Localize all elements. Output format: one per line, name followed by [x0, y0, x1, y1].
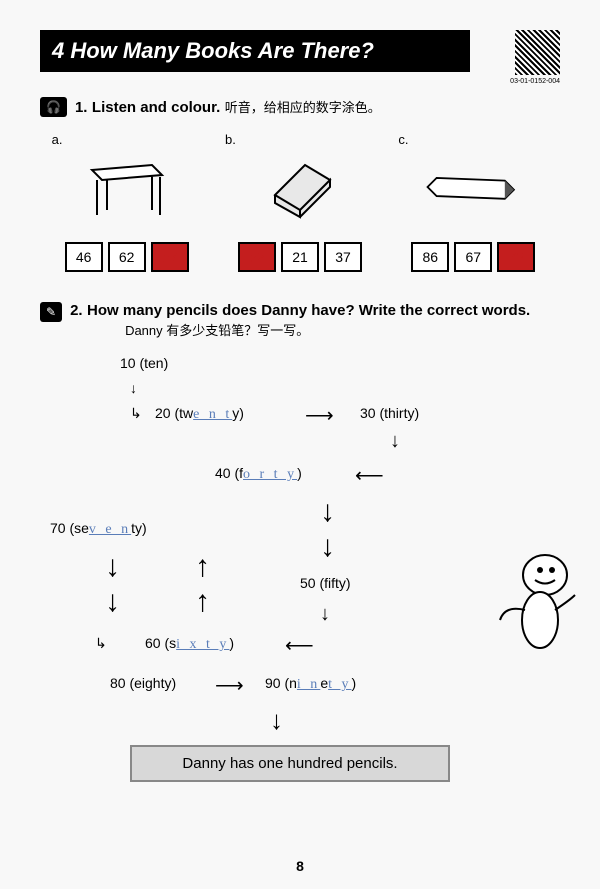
exercise-2-number: 2. — [70, 302, 83, 319]
number-group-a: 46 62 57 — [65, 242, 189, 272]
exercise-1-title-en: Listen and colour. — [92, 99, 220, 116]
node-thirty: 30 (thirty) — [360, 405, 419, 421]
arrow-down-icon: ↓ — [105, 550, 120, 584]
node-seventy: 70 (sev e nty) — [50, 520, 147, 538]
arrow-right-icon: ⟶ — [305, 403, 334, 428]
number-group-c: 86 67 73 — [411, 242, 535, 272]
node-forty: 40 (fo r t y) — [215, 465, 302, 483]
node-sixty: 60 (si x t y) — [145, 635, 234, 653]
arrow-down-icon: ↓ — [270, 705, 283, 736]
numbers-row: 46 62 57 52 21 37 86 67 73 — [40, 242, 560, 272]
pencil-icon: ✎ — [40, 302, 62, 322]
arrow-down-icon: ↓ — [105, 585, 120, 619]
arrow-right-icon: ⟶ — [215, 673, 244, 698]
arrow-down-icon: ↓ — [130, 380, 137, 396]
exercise-2-header: ✎ 2. How many pencils does Danny have? W… — [40, 302, 560, 340]
node-twenty: 20 (twe n ty) — [155, 405, 244, 423]
image-item-b: b. — [225, 132, 375, 222]
qr-code — [515, 30, 560, 75]
exercise-2-title-cn: Danny 有多少支铅笔？写一写。 — [125, 323, 309, 338]
danny-character — [490, 545, 580, 665]
number-group-b: 52 21 37 — [238, 242, 362, 272]
number-box: 46 — [65, 242, 103, 272]
number-box: 67 — [454, 242, 492, 272]
answer-box: Danny has one hundred pencils. — [130, 745, 450, 782]
number-box: 73 — [497, 242, 535, 272]
exercise-1-number: 1. — [75, 99, 88, 116]
node-eighty: 80 (eighty) — [110, 675, 176, 691]
arrow-up-icon: ↑ — [195, 550, 210, 584]
arrow-down-icon: ↓ — [390, 430, 400, 453]
exercise-2-title-en: How many pencils does Danny have? Write … — [87, 302, 530, 319]
node-ninety: 90 (ni net y) — [265, 675, 356, 693]
arrow-down-icon: ↓ — [320, 495, 335, 529]
unit-title: 4 How Many Books Are There? — [40, 30, 470, 72]
headphone-icon: 🎧 — [40, 97, 67, 117]
arrow-down-icon: ↓ — [320, 530, 335, 564]
image-label: c. — [398, 132, 548, 147]
node-fifty: 50 (fifty) — [300, 575, 351, 591]
arrow-corner-icon: ↳ — [130, 405, 142, 422]
flowchart: 10 (ten) ↓ ↳ 20 (twe n ty) ⟶ 30 (thirty)… — [40, 355, 560, 785]
number-box: 86 — [411, 242, 449, 272]
arrow-up-icon: ↑ — [195, 585, 210, 619]
images-row: a. b. c. — [40, 132, 560, 222]
arrow-left-icon: ⟵ — [355, 463, 384, 488]
exercise-1-header: 🎧 1. Listen and colour. 听音，给相应的数字涂色。 — [40, 97, 560, 117]
arrow-left-icon: ⟵ — [285, 633, 314, 658]
qr-code-label: 03-01-0152-004 — [510, 78, 560, 85]
arrow-down-icon: ↓ — [320, 603, 330, 626]
image-label: b. — [225, 132, 375, 147]
number-box: 57 — [151, 242, 189, 272]
answer-container: Danny has one hundred pencils. — [130, 745, 450, 782]
node-ten: 10 (ten) — [120, 355, 168, 371]
number-box: 52 — [238, 242, 276, 272]
table-drawing — [77, 152, 177, 222]
page-number: 8 — [296, 858, 304, 874]
arrow-corner-icon: ↳ — [95, 635, 107, 652]
crayon-drawing — [423, 152, 523, 222]
image-item-c: c. — [398, 132, 548, 222]
exercise-1-title-cn: 听音，给相应的数字涂色。 — [225, 100, 381, 115]
number-box: 37 — [324, 242, 362, 272]
image-label: a. — [52, 132, 202, 147]
image-item-a: a. — [52, 132, 202, 222]
number-box: 21 — [281, 242, 319, 272]
book-drawing — [250, 152, 350, 222]
number-box: 62 — [108, 242, 146, 272]
